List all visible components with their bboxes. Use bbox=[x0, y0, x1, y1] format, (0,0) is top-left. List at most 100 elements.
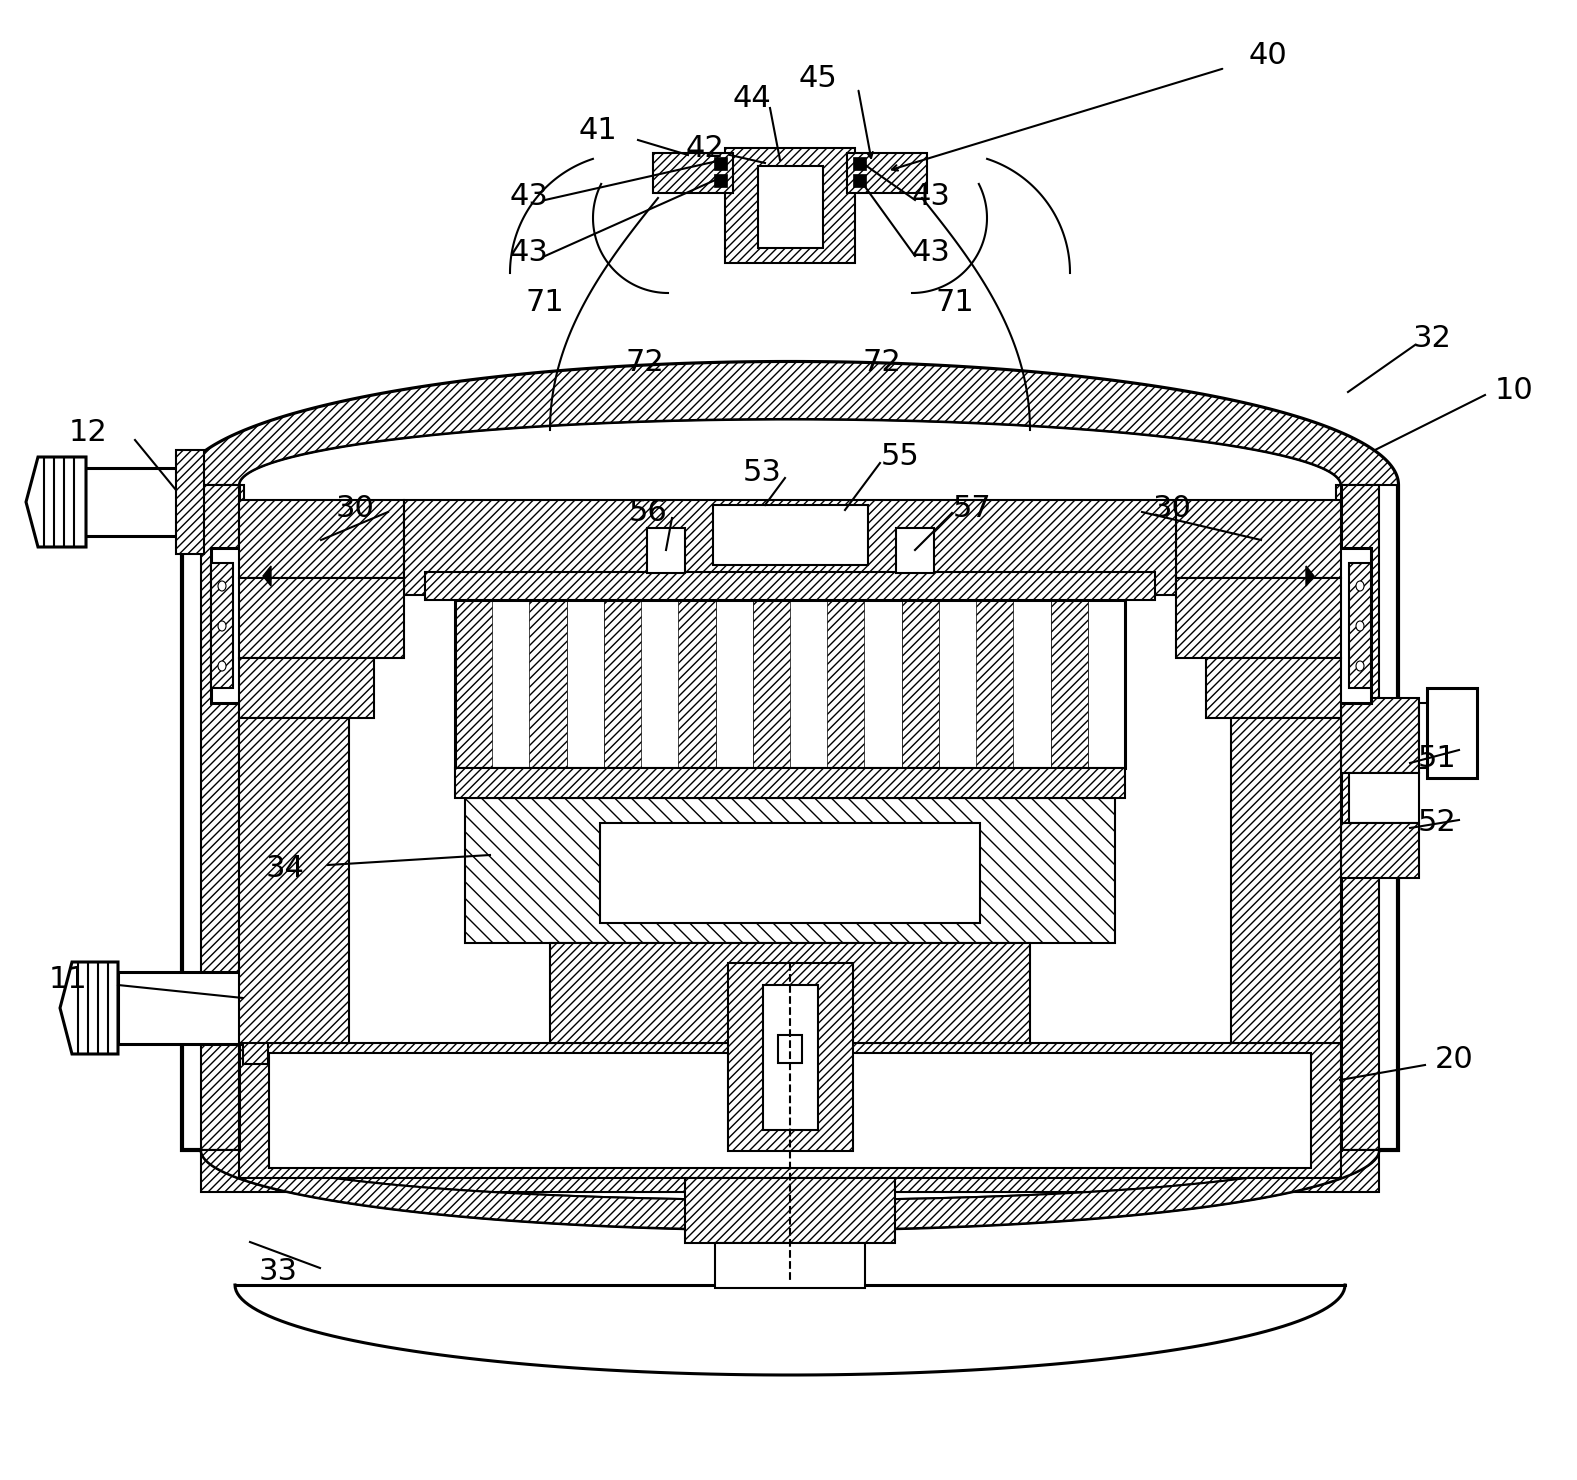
Bar bbox=[404, 500, 1176, 595]
Text: 20: 20 bbox=[1435, 1045, 1474, 1074]
Bar bbox=[1348, 562, 1370, 688]
Text: 52: 52 bbox=[1418, 808, 1457, 836]
Bar bbox=[66, 457, 87, 548]
Bar bbox=[456, 599, 1124, 768]
Text: 41: 41 bbox=[579, 115, 617, 145]
Bar bbox=[777, 1035, 803, 1063]
Text: 43: 43 bbox=[509, 182, 547, 210]
Polygon shape bbox=[181, 363, 1397, 1150]
Bar bbox=[716, 599, 754, 768]
Bar bbox=[1427, 688, 1478, 778]
Ellipse shape bbox=[218, 662, 226, 670]
Bar bbox=[759, 166, 823, 249]
Text: 57: 57 bbox=[953, 493, 992, 522]
Text: 10: 10 bbox=[1495, 376, 1534, 404]
Bar bbox=[1340, 823, 1419, 878]
Polygon shape bbox=[1306, 565, 1314, 586]
Bar bbox=[1419, 703, 1459, 768]
Bar bbox=[828, 599, 864, 768]
Bar bbox=[240, 500, 404, 579]
Bar bbox=[465, 798, 1115, 943]
Bar bbox=[763, 986, 818, 1131]
Bar bbox=[653, 152, 733, 192]
Ellipse shape bbox=[1356, 662, 1364, 670]
Text: 72: 72 bbox=[626, 348, 664, 376]
Bar bbox=[714, 175, 727, 186]
Bar bbox=[456, 599, 492, 768]
Text: 56: 56 bbox=[629, 497, 667, 527]
Bar bbox=[456, 768, 1124, 798]
Bar bbox=[853, 157, 866, 170]
Bar bbox=[80, 468, 200, 536]
Bar bbox=[240, 659, 374, 718]
Bar bbox=[550, 943, 1030, 1043]
Bar bbox=[492, 599, 530, 768]
Text: 43: 43 bbox=[912, 182, 951, 210]
Text: 11: 11 bbox=[49, 965, 87, 995]
Bar bbox=[604, 599, 642, 768]
Bar bbox=[1088, 599, 1126, 768]
Polygon shape bbox=[181, 363, 1397, 485]
Bar bbox=[790, 599, 828, 768]
Bar bbox=[240, 579, 404, 659]
Polygon shape bbox=[200, 1150, 1378, 1230]
Bar bbox=[1306, 548, 1370, 703]
Text: 30: 30 bbox=[336, 493, 374, 522]
Bar bbox=[714, 1243, 866, 1288]
Text: 71: 71 bbox=[525, 287, 565, 317]
Text: 30: 30 bbox=[1153, 493, 1192, 522]
Text: 53: 53 bbox=[743, 457, 782, 487]
Text: 40: 40 bbox=[1249, 40, 1287, 70]
Bar bbox=[424, 571, 1154, 599]
Polygon shape bbox=[263, 565, 271, 586]
Text: 33: 33 bbox=[259, 1258, 298, 1286]
Bar bbox=[725, 148, 855, 263]
Bar bbox=[566, 599, 604, 768]
Text: 42: 42 bbox=[686, 133, 724, 163]
Text: 43: 43 bbox=[912, 237, 951, 266]
Bar bbox=[599, 823, 979, 924]
Text: 32: 32 bbox=[1413, 324, 1451, 352]
Text: 44: 44 bbox=[733, 83, 771, 112]
Ellipse shape bbox=[218, 622, 226, 630]
Bar bbox=[118, 972, 248, 1043]
Bar bbox=[1050, 599, 1088, 768]
Bar bbox=[1348, 773, 1419, 823]
Bar bbox=[1336, 485, 1378, 1150]
Bar bbox=[684, 1178, 896, 1243]
Bar bbox=[938, 599, 976, 768]
Text: 43: 43 bbox=[509, 237, 547, 266]
Polygon shape bbox=[60, 962, 118, 1054]
Bar bbox=[729, 963, 853, 1151]
Bar bbox=[211, 548, 271, 703]
Ellipse shape bbox=[1356, 582, 1364, 591]
Bar bbox=[211, 562, 233, 688]
Bar bbox=[240, 1043, 1340, 1178]
Bar bbox=[240, 718, 349, 1043]
Text: 51: 51 bbox=[1418, 743, 1457, 773]
Bar bbox=[853, 175, 866, 186]
Text: 72: 72 bbox=[863, 348, 902, 376]
Text: 45: 45 bbox=[798, 64, 837, 93]
Ellipse shape bbox=[1356, 622, 1364, 630]
Bar bbox=[976, 599, 1014, 768]
Bar bbox=[847, 152, 927, 192]
Bar bbox=[1232, 718, 1340, 1043]
Bar bbox=[1176, 579, 1340, 659]
Bar bbox=[678, 599, 716, 768]
Bar bbox=[1340, 699, 1419, 773]
Polygon shape bbox=[25, 457, 87, 548]
Bar bbox=[642, 599, 678, 768]
Bar bbox=[647, 528, 684, 573]
Ellipse shape bbox=[218, 582, 226, 591]
Bar bbox=[902, 599, 940, 768]
Bar bbox=[200, 485, 244, 1150]
Bar bbox=[713, 505, 867, 565]
Text: 34: 34 bbox=[265, 854, 304, 882]
Bar bbox=[1014, 599, 1050, 768]
Text: 55: 55 bbox=[880, 441, 919, 471]
Text: 71: 71 bbox=[935, 287, 975, 317]
Bar bbox=[1206, 659, 1340, 718]
Bar bbox=[177, 450, 203, 554]
Bar bbox=[864, 599, 902, 768]
